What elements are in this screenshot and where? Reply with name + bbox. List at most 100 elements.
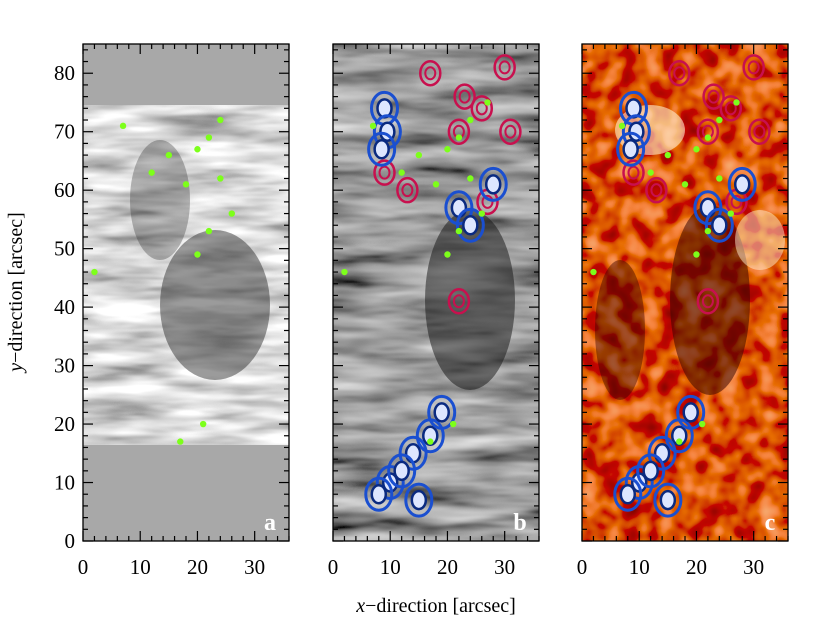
green-marker [205, 227, 213, 235]
y-tick-label: 80 [54, 61, 75, 85]
magenta-contour-inner [504, 124, 517, 139]
x-axis-title-text: −direction [arcsec] [365, 595, 516, 617]
magenta-contour [493, 54, 516, 81]
green-marker [455, 227, 463, 235]
panel-letter-a: a [264, 510, 276, 536]
blue-contour [367, 131, 397, 167]
magenta-contour-inner [481, 194, 494, 209]
blue-contour-inner [659, 489, 677, 511]
x-tick-label: 30 [494, 555, 515, 579]
green-marker [217, 175, 224, 182]
magenta-contour [645, 176, 668, 204]
x-tick-label: 0 [577, 555, 588, 579]
magenta-contour-inner [452, 294, 465, 309]
blue-contour-inner [484, 174, 502, 195]
magenta-contour-inner [475, 101, 488, 116]
magenta-contour [622, 159, 645, 186]
x-tick-label: 0 [328, 555, 339, 579]
magenta-contour-inner [498, 60, 511, 75]
green-marker [681, 181, 689, 188]
magenta-contour-inner [724, 101, 737, 116]
green-marker [716, 175, 723, 182]
blue-contour [478, 166, 508, 202]
green-marker [693, 146, 700, 153]
magenta-contour-inner [378, 165, 391, 180]
blue-contour-inner [622, 138, 639, 160]
blue-contour-inner [642, 460, 659, 482]
magenta-contour [702, 83, 725, 110]
magenta-contour-inner [707, 89, 720, 104]
magenta-contour-inner [458, 89, 471, 104]
magenta-contour [748, 118, 771, 145]
panel-c [582, 44, 788, 541]
x-axis-title: x−direction [arcsec] [355, 595, 516, 617]
blue-contour-inner [404, 443, 422, 464]
green-marker [119, 122, 127, 130]
blue-contour [387, 453, 417, 489]
panel-b [333, 44, 539, 541]
magenta-contour-inner [650, 183, 663, 198]
green-marker [194, 146, 201, 153]
blue-contour [704, 207, 734, 243]
axes: 0 10 20 30 0 10 20 30 0 10 20 30 0 10 20 30 40 50 60 70 80 [54, 43, 789, 579]
blue-contour [404, 482, 434, 518]
magenta-contour-inner [730, 194, 743, 209]
blue-contour-inner [370, 483, 388, 505]
green-marker [455, 134, 463, 141]
x-tick-label: 20 [437, 555, 458, 579]
green-marker [693, 251, 700, 258]
green-marker [590, 268, 597, 276]
y-tick-label: 50 [54, 237, 75, 261]
blue-contour [727, 166, 757, 202]
green-marker [427, 438, 434, 445]
green-marker [228, 210, 235, 217]
magenta-contour [447, 288, 471, 315]
green-marker [415, 151, 423, 159]
y-tick-label: 20 [54, 412, 75, 436]
blue-contour [676, 394, 706, 430]
blue-contour-inner [733, 174, 751, 195]
green-marker [467, 175, 474, 182]
blue-contour [455, 207, 485, 243]
panel-a [83, 44, 289, 541]
x-tick-label: 10 [130, 555, 151, 579]
green-marker [676, 438, 683, 445]
blue-contour-inner [619, 483, 637, 505]
magenta-contour [419, 59, 442, 87]
green-marker [733, 99, 740, 106]
panel-a-dark-region [160, 230, 270, 380]
y-tick-label: 0 [65, 529, 76, 553]
green-marker [398, 169, 405, 176]
blue-contour-inner [699, 197, 717, 218]
blue-contour [427, 394, 457, 430]
green-marker [727, 210, 734, 217]
green-marker [194, 251, 201, 258]
blue-contour-inner [433, 402, 450, 423]
green-marker [484, 99, 491, 106]
green-marker [148, 169, 155, 176]
y-axis-title-var: y [5, 363, 27, 374]
green-marker [177, 438, 184, 445]
magenta-contour-inner [753, 124, 766, 139]
y-tick-label: 60 [54, 178, 75, 202]
panel-a-dark-region-2 [130, 140, 190, 260]
green-marker [199, 420, 207, 428]
panel-letter-b: b [513, 510, 526, 536]
blue-contour-inner [711, 215, 728, 236]
green-marker [182, 181, 190, 188]
green-marker [432, 181, 440, 188]
x-tick-label: 30 [244, 555, 265, 579]
blue-contour [653, 482, 683, 518]
magenta-contour [396, 176, 419, 204]
blue-contour-inner [393, 460, 410, 482]
green-marker [91, 268, 98, 276]
magenta-contour-inner [673, 66, 686, 81]
green-marker [165, 151, 173, 159]
panel-letter-c: c [765, 510, 776, 536]
magenta-contour [719, 95, 743, 122]
blue-contour [364, 476, 394, 512]
green-marker [716, 116, 723, 124]
magenta-contour [447, 118, 471, 145]
magenta-contour [668, 59, 691, 87]
